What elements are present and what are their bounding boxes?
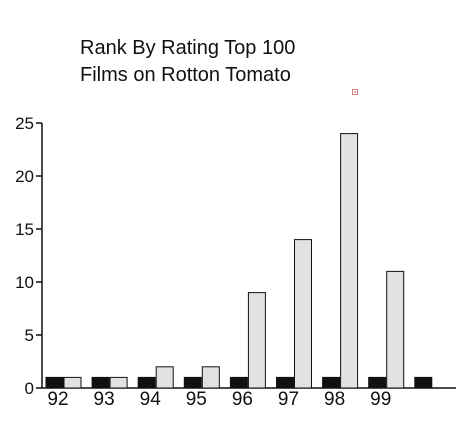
- bar-dark-94: [137, 376, 156, 389]
- bar-light-99: [386, 270, 405, 389]
- bar-dark-97: [276, 376, 294, 389]
- bar-dark-99: [368, 376, 387, 389]
- bar-light-92: [63, 376, 82, 389]
- x-axis-labels: 92 93 94 95 96 97 98 99: [47, 389, 391, 410]
- y-tick-label-10: 10: [15, 273, 34, 292]
- y-axis-ticks: 0 5 10 15 20 25: [15, 114, 42, 398]
- y-tick-label-15: 15: [15, 220, 34, 239]
- x-category-label-93: 93: [94, 389, 115, 410]
- bar-light-97: [294, 239, 312, 389]
- bar-dark-96: [229, 376, 248, 389]
- y-tick-label-25: 25: [15, 114, 34, 133]
- x-category-label-92: 92: [47, 389, 68, 410]
- bar-light-96: [247, 292, 266, 389]
- bar-light-93: [109, 376, 128, 389]
- bar-light-94: [155, 366, 174, 389]
- bar-dark-last: [414, 376, 433, 389]
- x-category-label-98: 98: [324, 389, 345, 410]
- x-category-label-97: 97: [278, 389, 299, 410]
- x-category-label-95: 95: [186, 389, 207, 410]
- y-tick-label-20: 20: [15, 167, 34, 186]
- x-category-label-99: 99: [370, 389, 391, 410]
- bar-light-95: [201, 366, 220, 389]
- y-tick-label-0: 0: [25, 379, 34, 398]
- y-tick-label-5: 5: [25, 326, 34, 345]
- chart-title-line-1: Rank By Rating Top 100: [80, 37, 295, 59]
- bars-group: [45, 133, 433, 389]
- small-marker: [352, 89, 358, 95]
- chart-title-line-2: Films on Rotton Tomato: [80, 64, 291, 86]
- x-category-label-94: 94: [140, 389, 162, 410]
- x-category-label-96: 96: [232, 389, 253, 410]
- bar-light-98: [340, 133, 359, 389]
- bar-dark-95: [183, 376, 202, 389]
- bar-dark-98: [322, 376, 341, 389]
- bar-dark-92: [45, 376, 64, 389]
- bar-dark-93: [91, 376, 110, 389]
